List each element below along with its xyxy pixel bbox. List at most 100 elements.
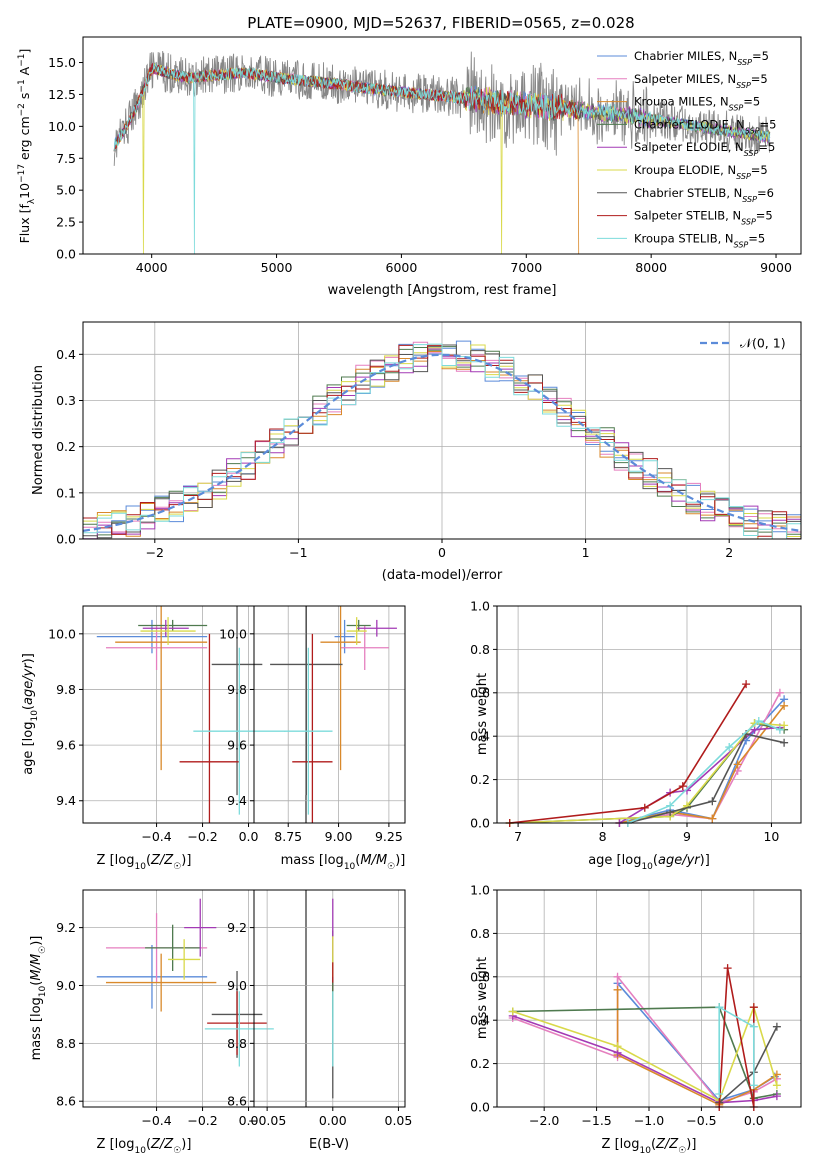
errorbar-chabrier-elodie bbox=[138, 619, 208, 632]
spectrum-ylabel-part: 10 bbox=[17, 183, 32, 199]
errorbar-kroupa-miles bbox=[105, 953, 217, 1012]
residuals-ylabel: Normed distribution bbox=[31, 365, 46, 495]
age-vs-Z-xlabel-part: ( bbox=[146, 853, 151, 868]
spectrum-frame bbox=[82, 36, 802, 255]
marker-kroupa-stelib bbox=[715, 1089, 724, 1098]
age-vs-mass-frame bbox=[253, 605, 406, 824]
histogram-kroupa-stelib bbox=[83, 343, 801, 539]
errorbar-kroupa-elodie bbox=[168, 939, 201, 980]
age-vs-mass-ytick-label: 9.6 bbox=[227, 738, 247, 753]
legend-label-kroupa-miles: Kroupa MILES, NSSP=5 bbox=[634, 95, 760, 113]
mass-vs-Z-ylabel-part: )] bbox=[29, 936, 44, 946]
weight-vs-age-ytick-label: 0.0 bbox=[470, 816, 490, 831]
weight-vs-age-ylabel: mass weight bbox=[475, 673, 490, 755]
mass-vs-Z-frame bbox=[82, 889, 307, 1108]
marker-kroupa-stelib bbox=[775, 725, 784, 734]
weight-vs-Z-ytick-label: 0.8 bbox=[470, 926, 490, 941]
mass-vs-EBV-ytick-label: 8.6 bbox=[227, 1094, 247, 1109]
age-vs-Z-xlabel-part: Z/Z bbox=[150, 853, 174, 868]
series-kroupa-stelib bbox=[623, 717, 784, 827]
residuals-xtick-label: 1 bbox=[582, 545, 590, 560]
errorbar-salpeter-stelib bbox=[179, 633, 240, 823]
mass-vs-EBV-xlabel: E(B-V) bbox=[309, 1137, 349, 1152]
mass-vs-Z-axes: −0.4 −0.2 0.0 8.6 8.8 9.0 9.2 bbox=[56, 889, 307, 1128]
mass-vs-EBV-axes: −0.05 0.00 0.05 8.6 8.8 9.0 9.2 bbox=[227, 889, 413, 1128]
residuals-ytick-label: 0.1 bbox=[56, 485, 76, 500]
mass-vs-Z-ytick-label: 9.2 bbox=[56, 920, 76, 935]
legend-label-chabrier-elodie: Chabrier ELODIE, NSSP=5 bbox=[634, 117, 776, 135]
legend-sub: SSP bbox=[737, 58, 752, 67]
mass-vs-Z-ylabel-part: mass [log bbox=[29, 997, 44, 1060]
legend-nssp: =5 bbox=[752, 49, 769, 63]
residuals-frame bbox=[82, 321, 802, 540]
age-vs-mass-xlabel-part: 10 bbox=[344, 862, 356, 872]
mass-vs-Z-xtick-label: −0.2 bbox=[187, 1113, 217, 1128]
mass-vs-Z-plot bbox=[96, 898, 274, 1067]
age-vs-mass-xtick-label: 9.25 bbox=[375, 829, 403, 844]
marker-salpeter-elodie bbox=[772, 1092, 781, 1101]
errorbar-salpeter-stelib bbox=[292, 633, 333, 823]
residuals-xtick-label: −1 bbox=[289, 545, 307, 560]
weight-vs-Z-axes: −2.0 −1.5 −1.0 −0.5 0.0 0.0 0.2 0.4 0.6 0.8 1.0 bbox=[470, 883, 802, 1128]
mass-vs-Z-xlabel-part: 10 bbox=[134, 1146, 146, 1156]
legend-sub: SSP bbox=[741, 217, 756, 226]
errorbar-chabrier-elodie bbox=[145, 924, 201, 972]
mass-vs-Z-ylabel-part: 10 bbox=[38, 985, 48, 997]
legend-name: Salpeter MILES, N bbox=[634, 72, 736, 86]
weight-vs-Z-ylabel: mass weight bbox=[475, 957, 490, 1039]
mass-vs-EBV-ytick-label: 9.2 bbox=[227, 920, 247, 935]
marker-kroupa-elodie bbox=[780, 721, 789, 730]
mass-vs-EBV-xtick-label: 0.05 bbox=[385, 1113, 413, 1128]
age-vs-Z-xtick-label: −0.2 bbox=[187, 829, 217, 844]
spectrum-plot bbox=[113, 50, 771, 254]
residuals-axes: −2 −1 0 1 2 0.0 0.1 0.2 0.3 0.4 bbox=[56, 321, 802, 560]
age-vs-mass-xlabel-part: mass [log bbox=[281, 853, 344, 868]
age-vs-Z-xlabel-part: ☉ bbox=[173, 862, 181, 872]
spectrum-ylabel-part: erg cm bbox=[17, 116, 32, 164]
errorbar-chabrier-elodie bbox=[346, 619, 371, 632]
marker-kroupa-stelib bbox=[749, 1022, 758, 1031]
age-vs-mass-xtick-label: 8.75 bbox=[274, 829, 302, 844]
legend-name: Chabrier STELIB, N bbox=[634, 186, 742, 200]
errorbar-salpeter-miles bbox=[340, 625, 389, 670]
marker-chabrier-stelib bbox=[708, 797, 717, 806]
legend-label-salpeter-elodie: Salpeter ELODIE, NSSP=5 bbox=[634, 140, 775, 158]
legend-sub: SSP bbox=[734, 240, 749, 249]
legend-nssp: =5 bbox=[756, 209, 773, 223]
legend-nssp: =5 bbox=[760, 117, 777, 131]
spectrum-xtick-label: 6000 bbox=[386, 260, 418, 275]
legend-sub: SSP bbox=[742, 194, 757, 203]
weight-vs-Z-xtick-label: −0.5 bbox=[686, 1113, 716, 1128]
legend-label-salpeter-miles: Salpeter MILES, NSSP=5 bbox=[634, 72, 768, 90]
marker-kroupa-miles bbox=[708, 814, 717, 823]
weight-vs-Z-ytick-label: 0.2 bbox=[470, 1056, 490, 1071]
weight-vs-age-xlabel-part: age [log bbox=[588, 853, 641, 868]
spectrum-ytick-label: 2.5 bbox=[56, 215, 76, 230]
legend-name: Salpeter ELODIE, N bbox=[634, 140, 744, 154]
spectrum-xtick-label: 7000 bbox=[510, 260, 542, 275]
errorbar-salpeter-elodie bbox=[356, 619, 397, 637]
age-vs-Z-ylabel: age [log10(age/yr)] bbox=[21, 653, 40, 775]
spectrum-ylabel-part: s bbox=[17, 93, 32, 104]
age-vs-Z-ylabel-part: ( bbox=[21, 705, 36, 710]
weight-vs-age-xlabel-part: ( bbox=[653, 853, 658, 868]
errorbar-kroupa-elodie bbox=[140, 617, 196, 645]
weight-vs-Z-ytick-label: 0.6 bbox=[470, 969, 490, 984]
weight-vs-Z-frame bbox=[496, 889, 802, 1108]
spectrum-xtick-label: 8000 bbox=[635, 260, 667, 275]
marker-salpeter-miles bbox=[775, 688, 784, 697]
mass-vs-Z-ytick-label: 9.0 bbox=[56, 978, 76, 993]
legend-label-kroupa-stelib: Kroupa STELIB, NSSP=5 bbox=[634, 231, 765, 249]
legend-nssp: =6 bbox=[757, 186, 774, 200]
weight-vs-Z-xtick-label: −1.5 bbox=[581, 1113, 611, 1128]
residuals-xtick-label: −2 bbox=[146, 545, 164, 560]
marker-salpeter-stelib bbox=[678, 782, 687, 791]
marker-salpeter-miles bbox=[613, 972, 622, 981]
age-vs-mass-plot bbox=[270, 606, 397, 823]
series-kroupa-stelib bbox=[715, 1003, 758, 1098]
errorbar-chabrier-stelib bbox=[270, 606, 343, 796]
residuals-ytick-label: 0.3 bbox=[56, 393, 76, 408]
spectrum-ytick-label: 5.0 bbox=[56, 183, 76, 198]
spectrum-ytick-label: 7.5 bbox=[56, 151, 76, 166]
